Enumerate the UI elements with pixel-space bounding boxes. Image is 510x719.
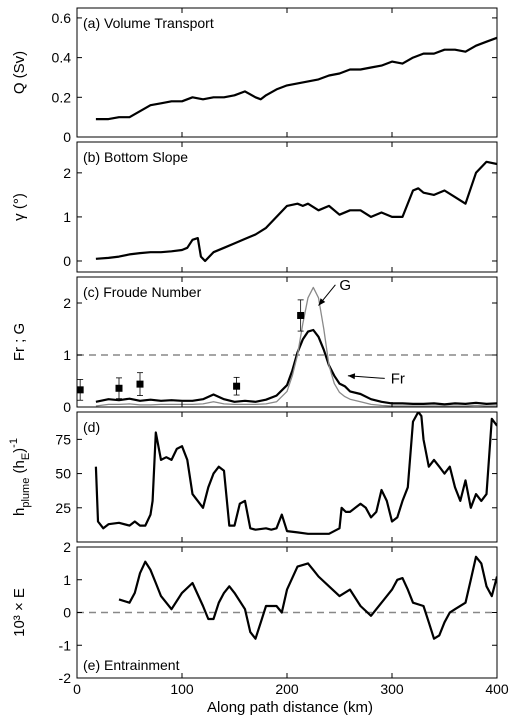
- y-axis-title: γ (°): [11, 193, 28, 221]
- observation-marker: [136, 380, 144, 388]
- x-tick-label: 400: [485, 681, 509, 697]
- x-tick-label: 300: [380, 681, 404, 697]
- annotation-g: G: [339, 277, 351, 294]
- y-tick-label: 2: [63, 295, 71, 311]
- y-tick-label: 0: [63, 605, 71, 621]
- y-tick-label: 0.4: [52, 50, 72, 66]
- x-tick-label: 200: [275, 681, 299, 697]
- annotation-fr: Fr: [391, 370, 405, 387]
- arrow-head-icon: [347, 373, 356, 380]
- y-tick-label: 75: [55, 431, 71, 447]
- series-line-b-0: [95, 160, 497, 263]
- y-tick-label: 1: [63, 347, 71, 363]
- panel-b: 0 1 2 (b) Bottom Slope γ (°): [11, 141, 498, 273]
- series-line-a-0: [95, 36, 497, 121]
- chart-panels: 0 0.2 0.4 0.6 (a) Volume Transport Q (Sv) 0 1 2 (…: [8, 7, 509, 697]
- panel-label: (b) Bottom Slope: [83, 149, 188, 165]
- x-tick-label: 0: [73, 681, 81, 697]
- y-axis-title: 10³ × E: [11, 588, 28, 637]
- series-line-e-0: [118, 555, 497, 640]
- series-line-g: [95, 286, 497, 407]
- y-axis-title: Q (Sv): [11, 51, 28, 94]
- y-tick-label: 0.6: [52, 10, 72, 26]
- y-axis-title: hplume (hE)-1: [8, 438, 32, 516]
- observation-marker: [115, 384, 123, 392]
- y-tick-label: 50: [55, 466, 71, 482]
- series-line-fr: [95, 328, 497, 406]
- arrow-head-icon: [318, 298, 326, 306]
- panel-label: (d): [83, 419, 100, 435]
- panel-label: (c) Froude Number: [83, 284, 202, 300]
- series-line-d-0: [94, 412, 497, 535]
- y-tick-label: 2: [63, 539, 71, 555]
- x-tick-label: 100: [170, 681, 194, 697]
- x-axis-title: Along path distance (km): [207, 699, 373, 716]
- panel-frame: [76, 411, 498, 543]
- panel-label: (e) Entrainment: [83, 657, 180, 673]
- panel-e: -2 -1 0 1 2 0 100 200 300 400 (e) Entrainment 10³ ×…: [11, 539, 509, 697]
- y-tick-label: 0: [63, 253, 71, 269]
- y-tick-label: 0: [63, 129, 71, 145]
- panel-a: 0 0.2 0.4 0.6 (a) Volume Transport Q (Sv): [11, 7, 498, 145]
- y-tick-label: -1: [59, 637, 72, 653]
- y-axis-title: Fr ; G: [11, 323, 28, 361]
- y-tick-label: 2: [63, 165, 71, 181]
- panel-c: 0 1 2 (c) Froude Number Fr ; G G Fr: [11, 276, 498, 415]
- panel-label: (a) Volume Transport: [83, 15, 214, 31]
- y-tick-label: 1: [63, 209, 71, 225]
- y-tick-label: 1: [63, 572, 71, 588]
- y-tick-label: 0.2: [52, 89, 72, 105]
- y-tick-label: 25: [55, 500, 71, 516]
- observation-marker: [297, 311, 305, 319]
- observation-marker: [233, 382, 241, 390]
- panel-d: 25 50 75 (d) hplume (hE)-1: [8, 411, 498, 543]
- y-tick-label: -2: [59, 670, 72, 686]
- observation-marker: [76, 386, 84, 394]
- y-tick-label: 0: [63, 399, 71, 415]
